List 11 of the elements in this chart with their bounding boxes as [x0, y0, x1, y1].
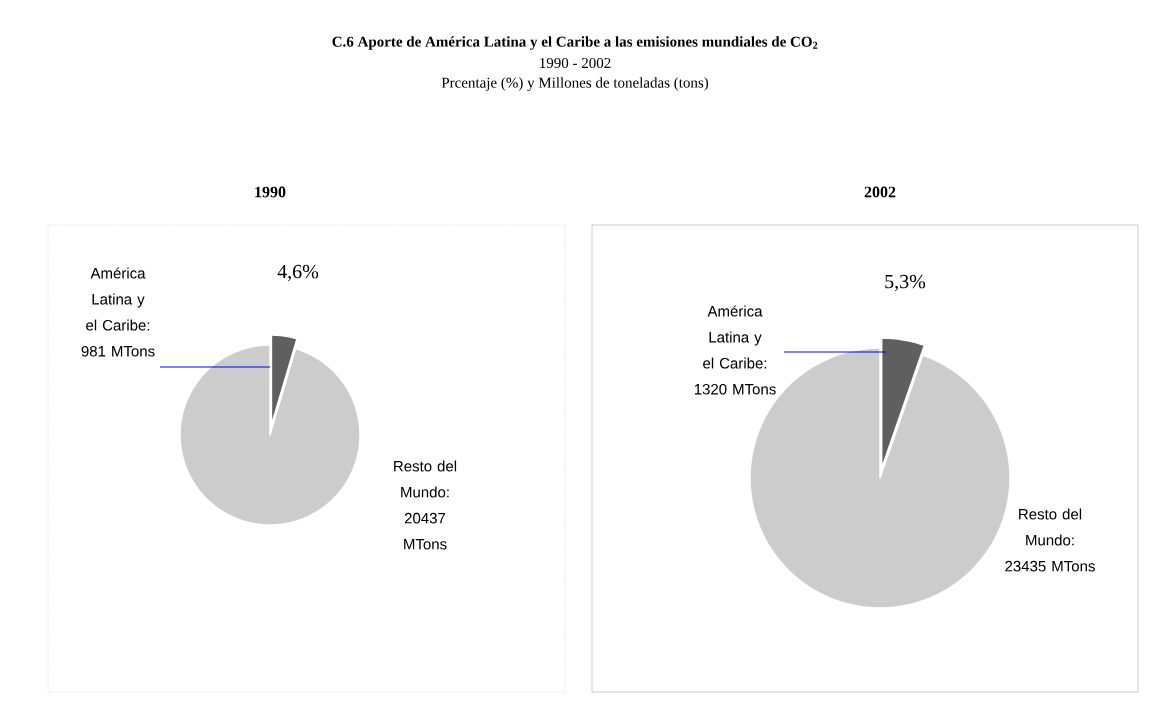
text: C.6 Aporte de América Latina y el Caribe a las emisiones mundiales de CO$_{2}$ — [332, 36, 818, 50]
text: Prcentaje (%) y Millones de toneladas (tons) — [441, 77, 709, 91]
slice-label: América Latina y el Caribe: 1320 MTons — [694, 305, 776, 395]
chart-title: 2002 — [864, 186, 896, 198]
text: 5,3% — [885, 274, 926, 292]
slice-label: Resto del Mundo: 20437 MTons — [394, 460, 457, 550]
chart-title: 1990 — [255, 186, 286, 198]
slice-label: Resto del Mundo: 23435 MTons — [1005, 508, 1095, 572]
slice-label: América Latina y el Caribe: 981 MTons — [81, 267, 155, 357]
text: 1990 - 2002 — [540, 57, 611, 69]
text: 4,6% — [277, 264, 319, 282]
